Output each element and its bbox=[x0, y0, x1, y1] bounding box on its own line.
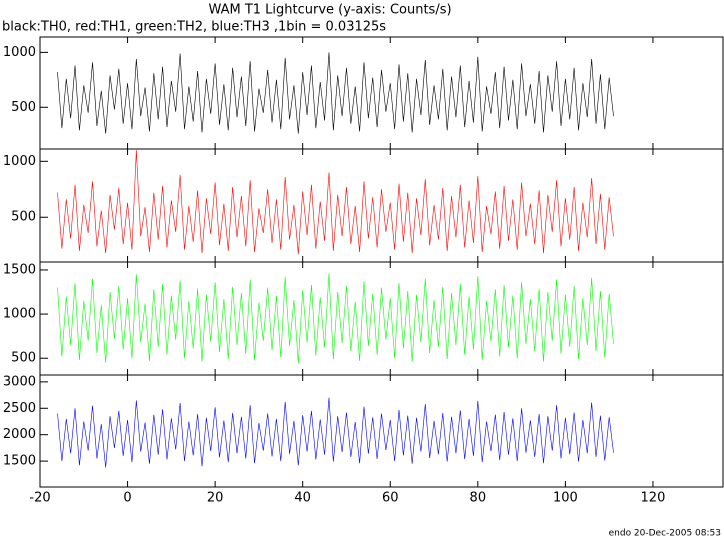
panel-frame bbox=[39, 148, 724, 263]
x-tick-label: 120 bbox=[641, 491, 666, 506]
series-line bbox=[57, 397, 614, 468]
y-tick-label: 2500 bbox=[3, 401, 36, 416]
y-tick-label: 3000 bbox=[3, 374, 36, 389]
chart-subtitle: black:TH0, red:TH1, green:TH2, blue:TH3 … bbox=[2, 20, 386, 35]
x-tick-label: 40 bbox=[294, 491, 311, 506]
panel-frame bbox=[39, 261, 724, 376]
y-tick-label: 500 bbox=[11, 351, 36, 366]
x-tick-label: 80 bbox=[470, 491, 487, 506]
y-tick-label: 1500 bbox=[3, 454, 36, 469]
panel-frame bbox=[39, 374, 724, 488]
x-tick-label: 20 bbox=[207, 491, 224, 506]
footer: endo 20-Dec-2005 08:53 bbox=[609, 529, 721, 539]
x-tick-label: -20 bbox=[29, 491, 50, 506]
y-tick-label: 1000 bbox=[3, 307, 36, 322]
y-tick-label: 1000 bbox=[3, 154, 36, 169]
series-line bbox=[57, 150, 614, 255]
y-tick-label: 2000 bbox=[3, 427, 36, 442]
y-tick-label: 1500 bbox=[3, 262, 36, 277]
y-tick-label: 500 bbox=[11, 100, 36, 115]
panel-frame bbox=[39, 36, 724, 150]
series-line bbox=[57, 273, 614, 364]
x-tick-label: 100 bbox=[553, 491, 578, 506]
x-tick-label: 60 bbox=[382, 491, 399, 506]
series-line bbox=[57, 52, 614, 134]
y-tick-label: 500 bbox=[11, 210, 36, 225]
y-tick-label: 1000 bbox=[3, 45, 36, 60]
x-tick-label: 0 bbox=[123, 491, 131, 506]
chart-title: WAM T1 Lightcurve (y-axis: Counts/s) bbox=[208, 3, 451, 18]
